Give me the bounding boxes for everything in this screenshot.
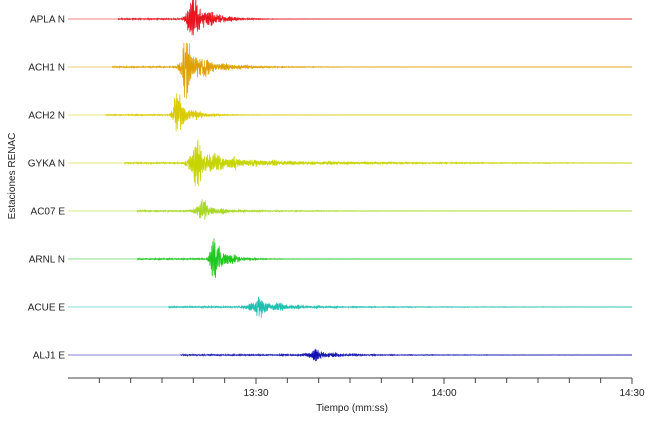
x-axis-title: Tiempo (mm:ss) xyxy=(316,403,388,414)
traces-group xyxy=(68,0,633,362)
y-axis-title: Estaciones RENAC xyxy=(7,133,18,220)
trace-apla-n xyxy=(117,0,632,36)
trace-ach1-n xyxy=(111,42,632,99)
trace-gyka-n xyxy=(124,139,633,187)
x-tick-label: 14:30 xyxy=(619,388,644,399)
trace-alj1-e xyxy=(180,348,633,362)
station-label: AC07 E xyxy=(31,207,66,218)
station-label: ALJ1 E xyxy=(33,351,66,362)
x-tick-label: 14:00 xyxy=(431,388,456,399)
trace-arnl-n xyxy=(136,238,632,279)
x-axis-ticks-group: 13:30 14:00 14:30 xyxy=(98,378,645,399)
station-label: ACH1 N xyxy=(28,63,65,74)
station-label: APLA N xyxy=(30,15,65,26)
trace-ach2-n xyxy=(105,93,632,132)
station-label: ACH2 N xyxy=(28,111,65,122)
station-labels-group: APLA N ACH1 N ACH2 N GYKA N AC07 E ARNL N ACUE… xyxy=(28,15,66,362)
trace-ac07-e xyxy=(136,199,632,220)
trace-acue-e xyxy=(167,296,632,318)
station-label: GYKA N xyxy=(28,159,65,170)
x-tick-label: 13:30 xyxy=(243,388,268,399)
station-label: ARNL N xyxy=(29,255,65,266)
station-label: ACUE E xyxy=(28,303,66,314)
